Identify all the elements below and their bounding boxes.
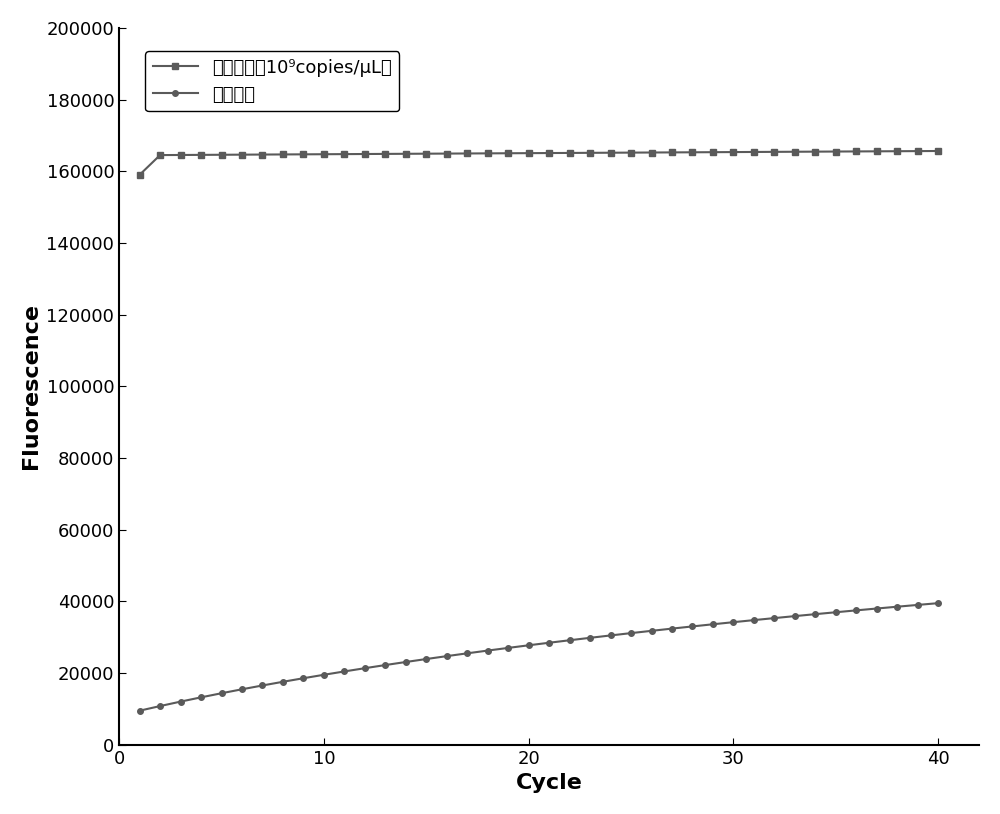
阳性对照（10⁹copies/μL） bbox=[871, 147, 883, 156]
阴性对照 bbox=[605, 631, 617, 641]
阳性对照（10⁹copies/μL） bbox=[379, 149, 391, 159]
阴性对照 bbox=[461, 649, 473, 659]
阳性对照（10⁹copies/μL） bbox=[482, 148, 494, 158]
阳性对照（10⁹copies/μL） bbox=[543, 148, 555, 158]
阴性对照 bbox=[850, 606, 862, 615]
Line: 阳性对照（10⁹copies/μL）: 阳性对照（10⁹copies/μL） bbox=[137, 148, 941, 177]
阴性对照 bbox=[277, 677, 289, 687]
阳性对照（10⁹copies/μL） bbox=[891, 147, 903, 156]
阴性对照 bbox=[195, 693, 207, 702]
阳性对照（10⁹copies/μL） bbox=[400, 149, 412, 159]
阳性对照（10⁹copies/μL） bbox=[441, 149, 453, 159]
阴性对照 bbox=[400, 657, 412, 667]
阳性对照（10⁹copies/μL） bbox=[461, 149, 473, 159]
阳性对照（10⁹copies/μL） bbox=[932, 147, 944, 156]
阴性对照 bbox=[318, 670, 330, 680]
阳性对照（10⁹copies/μL） bbox=[318, 149, 330, 159]
阳性对照（10⁹copies/μL） bbox=[912, 147, 924, 156]
阴性对照 bbox=[154, 701, 166, 711]
阴性对照 bbox=[379, 660, 391, 670]
Line: 阴性对照: 阴性对照 bbox=[137, 601, 941, 714]
阴性对照 bbox=[932, 598, 944, 608]
阳性对照（10⁹copies/μL） bbox=[564, 148, 576, 158]
阴性对照 bbox=[523, 641, 535, 650]
阳性对照（10⁹copies/μL） bbox=[420, 149, 432, 159]
阴性对照 bbox=[789, 611, 801, 621]
阳性对照（10⁹copies/μL） bbox=[256, 150, 268, 160]
阳性对照（10⁹copies/μL） bbox=[216, 150, 228, 160]
阳性对照（10⁹copies/μL） bbox=[297, 150, 309, 160]
阴性对照 bbox=[666, 624, 678, 633]
阴性对照 bbox=[502, 643, 514, 653]
阳性对照（10⁹copies/μL） bbox=[154, 151, 166, 160]
阴性对照 bbox=[482, 646, 494, 655]
Legend: 阳性对照（10⁹copies/μL）, 阴性对照: 阳性对照（10⁹copies/μL）, 阴性对照 bbox=[145, 51, 399, 112]
阴性对照 bbox=[564, 636, 576, 646]
阴性对照 bbox=[543, 638, 555, 648]
阳性对照（10⁹copies/μL） bbox=[625, 147, 637, 157]
阴性对照 bbox=[727, 617, 739, 627]
阴性对照 bbox=[420, 654, 432, 664]
阴性对照 bbox=[912, 600, 924, 610]
阴性对照 bbox=[338, 667, 350, 676]
阳性对照（10⁹copies/μL） bbox=[338, 149, 350, 159]
阳性对照（10⁹copies/μL） bbox=[523, 148, 535, 158]
阳性对照（10⁹copies/μL） bbox=[727, 147, 739, 157]
阳性对照（10⁹copies/μL） bbox=[175, 150, 187, 160]
阴性对照 bbox=[175, 697, 187, 707]
阴性对照 bbox=[891, 602, 903, 611]
阴性对照 bbox=[441, 651, 453, 661]
阴性对照 bbox=[748, 615, 760, 625]
X-axis label: Cycle: Cycle bbox=[516, 773, 583, 793]
阳性对照（10⁹copies/μL） bbox=[850, 147, 862, 156]
阴性对照 bbox=[216, 689, 228, 698]
阳性对照（10⁹copies/μL） bbox=[502, 148, 514, 158]
Y-axis label: Fluorescence: Fluorescence bbox=[21, 304, 41, 470]
阴性对照 bbox=[359, 663, 371, 673]
阳性对照（10⁹copies/μL） bbox=[686, 147, 698, 157]
阴性对照 bbox=[236, 685, 248, 694]
阳性对照（10⁹copies/μL） bbox=[666, 147, 678, 157]
阳性对照（10⁹copies/μL） bbox=[195, 150, 207, 160]
阳性对照（10⁹copies/μL） bbox=[809, 147, 821, 156]
阴性对照 bbox=[871, 604, 883, 614]
阳性对照（10⁹copies/μL） bbox=[605, 148, 617, 158]
阴性对照 bbox=[256, 681, 268, 690]
阴性对照 bbox=[625, 628, 637, 638]
阳性对照（10⁹copies/μL） bbox=[830, 147, 842, 156]
阳性对照（10⁹copies/μL） bbox=[789, 147, 801, 156]
阴性对照 bbox=[707, 619, 719, 629]
阳性对照（10⁹copies/μL） bbox=[646, 147, 658, 157]
阴性对照 bbox=[809, 609, 821, 619]
阳性对照（10⁹copies/μL） bbox=[277, 150, 289, 160]
阳性对照（10⁹copies/μL） bbox=[584, 148, 596, 158]
阳性对照（10⁹copies/μL） bbox=[768, 147, 780, 157]
阴性对照 bbox=[686, 622, 698, 632]
阴性对照 bbox=[646, 626, 658, 636]
阴性对照 bbox=[584, 633, 596, 643]
阴性对照 bbox=[830, 607, 842, 617]
阴性对照 bbox=[297, 673, 309, 683]
阳性对照（10⁹copies/μL） bbox=[748, 147, 760, 157]
阴性对照 bbox=[134, 706, 146, 716]
阳性对照（10⁹copies/μL） bbox=[707, 147, 719, 157]
阳性对照（10⁹copies/μL） bbox=[236, 150, 248, 160]
阴性对照 bbox=[768, 613, 780, 623]
阳性对照（10⁹copies/μL） bbox=[134, 170, 146, 180]
阳性对照（10⁹copies/μL） bbox=[359, 149, 371, 159]
